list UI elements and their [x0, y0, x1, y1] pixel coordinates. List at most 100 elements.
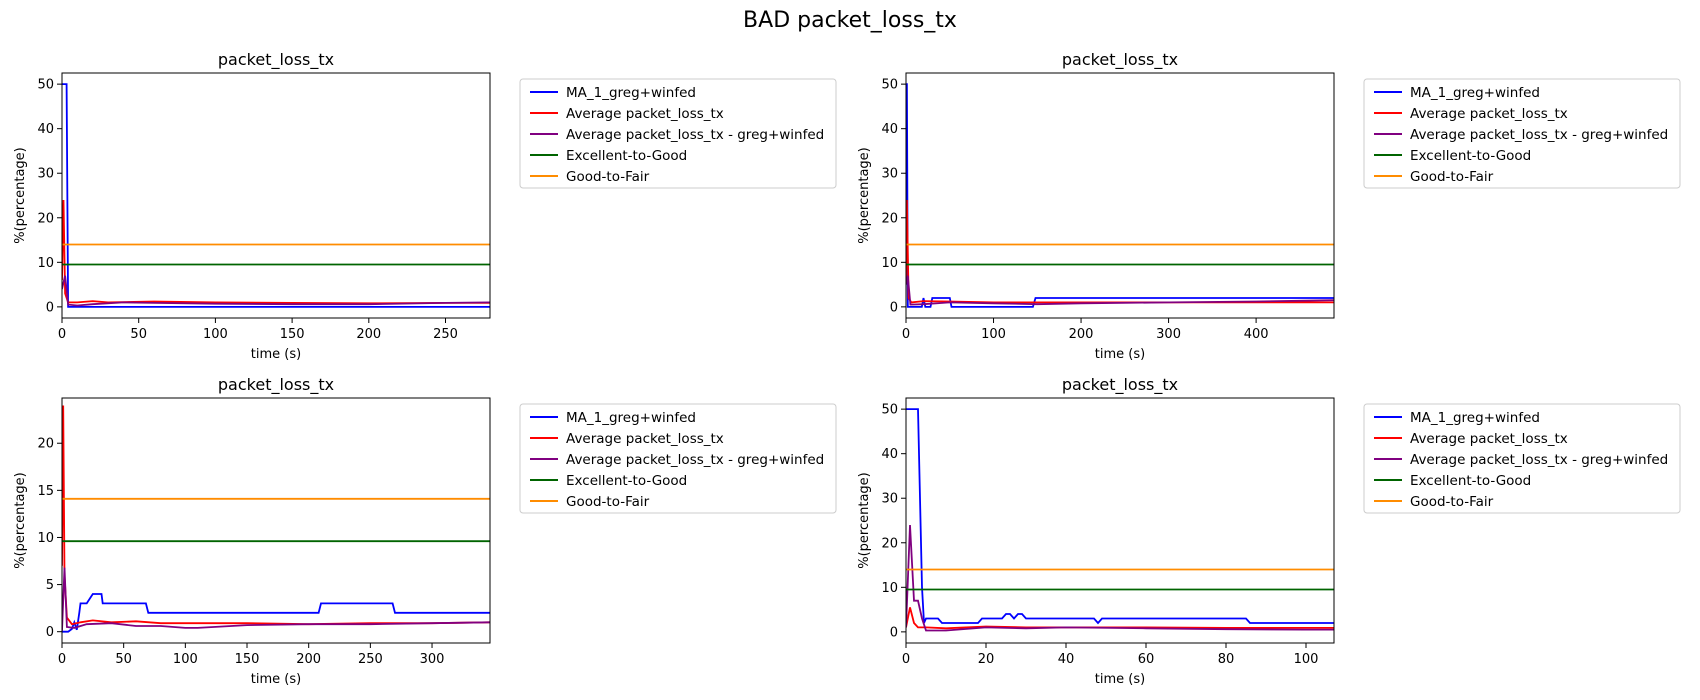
legend: MA_1_greg+winfed Average packet_loss_tx Av…	[519, 78, 837, 189]
subplot-3: packet_loss_tx 0 50 100 150 200 250 300 0 5 10 15 20…	[13, 375, 837, 687]
legend-label: Average packet_loss_tx	[1410, 106, 1568, 122]
y-tick-label: 0	[890, 300, 898, 315]
legend-label: Excellent-to-Good	[566, 148, 687, 164]
x-tick-label: 250	[358, 652, 383, 667]
y-tick-label: 5	[46, 578, 54, 593]
x-tick-label: 150	[280, 327, 305, 342]
axes-frame	[905, 397, 1335, 644]
axes-frame	[61, 72, 491, 319]
legend-label: Excellent-to-Good	[566, 473, 687, 489]
legend-label: Average packet_loss_tx	[566, 106, 724, 122]
x-tick-label: 50	[115, 652, 132, 667]
x-tick-label: 0	[58, 327, 66, 342]
x-tick-label: 100	[1294, 652, 1319, 667]
y-axis-label: %(percentage)	[13, 147, 28, 244]
y-tick-label: 10	[881, 256, 898, 271]
y-axis-label: %(percentage)	[857, 472, 872, 569]
x-tick-label: 0	[902, 327, 910, 342]
y-tick-label: 40	[881, 122, 898, 137]
legend: MA_1_greg+winfed Average packet_loss_tx Av…	[519, 403, 837, 514]
series-line	[906, 607, 1334, 630]
series-line	[62, 593, 490, 633]
axes-frame	[61, 397, 491, 644]
y-tick-label: 50	[881, 403, 898, 418]
y-tick-label: 10	[881, 581, 898, 596]
legend-label: MA_1_greg+winfed	[566, 410, 696, 426]
y-tick-label: 30	[881, 492, 898, 507]
x-tick-label: 20	[978, 652, 995, 667]
x-tick-label: 0	[902, 652, 910, 667]
subplot-title: packet_loss_tx	[218, 375, 334, 395]
legend-label: MA_1_greg+winfed	[1410, 85, 1540, 101]
x-tick-label: 200	[356, 327, 381, 342]
series-line	[906, 83, 1334, 308]
x-tick-label: 100	[173, 652, 198, 667]
y-tick-label: 20	[37, 437, 54, 452]
series-line	[62, 567, 490, 631]
y-tick-label: 20	[881, 211, 898, 226]
series-line	[906, 524, 1334, 632]
y-tick-label: 50	[37, 78, 54, 93]
legend-label: MA_1_greg+winfed	[1410, 410, 1540, 426]
subplot-2: packet_loss_tx 0 100 200 300 400 0 10 20 30 40 50 ti…	[857, 50, 1681, 362]
x-tick-label: 400	[1244, 327, 1269, 342]
legend-label: Average packet_loss_tx - greg+winfed	[1410, 127, 1668, 143]
legend: MA_1_greg+winfed Average packet_loss_tx Av…	[1363, 78, 1681, 189]
x-tick-label: 300	[1156, 327, 1181, 342]
y-tick-label: 0	[890, 625, 898, 640]
x-tick-label: 80	[1218, 652, 1235, 667]
figure-title: BAD packet_loss_tx	[743, 8, 957, 33]
subplot-title: packet_loss_tx	[218, 50, 334, 70]
y-tick-label: 40	[37, 122, 54, 137]
legend-label: Average packet_loss_tx - greg+winfed	[566, 452, 824, 468]
x-tick-label: 0	[58, 652, 66, 667]
y-tick-label: 10	[37, 256, 54, 271]
y-tick-label: 20	[881, 536, 898, 551]
series-line	[906, 408, 1334, 625]
subplot-title: packet_loss_tx	[1062, 50, 1178, 70]
x-tick-label: 100	[981, 327, 1006, 342]
legend-label: Average packet_loss_tx	[566, 431, 724, 447]
series-line	[62, 405, 490, 626]
legend-box	[519, 403, 837, 514]
legend-label: Average packet_loss_tx - greg+winfed	[566, 127, 824, 143]
legend-label: Good-to-Fair	[566, 494, 650, 510]
legend-label: MA_1_greg+winfed	[566, 85, 696, 101]
x-tick-label: 300	[420, 652, 445, 667]
legend-label: Average packet_loss_tx - greg+winfed	[1410, 452, 1668, 468]
axes-frame	[905, 72, 1335, 319]
y-tick-label: 20	[37, 211, 54, 226]
subplot-4: packet_loss_tx 0 20 40 60 80 100 0 10 20 30 40 50 tim…	[857, 375, 1681, 687]
series-line	[906, 275, 1334, 306]
x-tick-label: 150	[235, 652, 260, 667]
series-line	[62, 199, 490, 305]
x-tick-label: 100	[203, 327, 228, 342]
x-tick-label: 250	[433, 327, 458, 342]
legend-box	[1363, 78, 1681, 189]
y-tick-label: 10	[37, 531, 54, 546]
y-tick-label: 15	[37, 484, 54, 499]
y-tick-label: 30	[37, 167, 54, 182]
y-axis-label: %(percentage)	[13, 472, 28, 569]
legend-box	[519, 78, 837, 189]
series-line	[62, 275, 490, 307]
x-axis-label: time (s)	[1095, 347, 1145, 362]
y-tick-label: 0	[46, 300, 54, 315]
x-axis-label: time (s)	[251, 672, 301, 687]
x-tick-label: 200	[296, 652, 321, 667]
subplot-1: packet_loss_tx 0 50 100 150 200 250 0 10 20 30 40 50…	[13, 50, 837, 362]
x-tick-label: 60	[1138, 652, 1155, 667]
y-tick-label: 40	[881, 447, 898, 462]
x-tick-label: 50	[130, 327, 147, 342]
legend-label: Average packet_loss_tx	[1410, 431, 1568, 447]
x-axis-label: time (s)	[251, 347, 301, 362]
series-line	[906, 199, 1334, 304]
legend-label: Excellent-to-Good	[1410, 473, 1531, 489]
y-tick-label: 30	[881, 167, 898, 182]
x-tick-label: 200	[1069, 327, 1094, 342]
legend: MA_1_greg+winfed Average packet_loss_tx Av…	[1363, 403, 1681, 514]
x-tick-label: 40	[1058, 652, 1075, 667]
legend-label: Excellent-to-Good	[1410, 148, 1531, 164]
y-tick-label: 0	[46, 625, 54, 640]
